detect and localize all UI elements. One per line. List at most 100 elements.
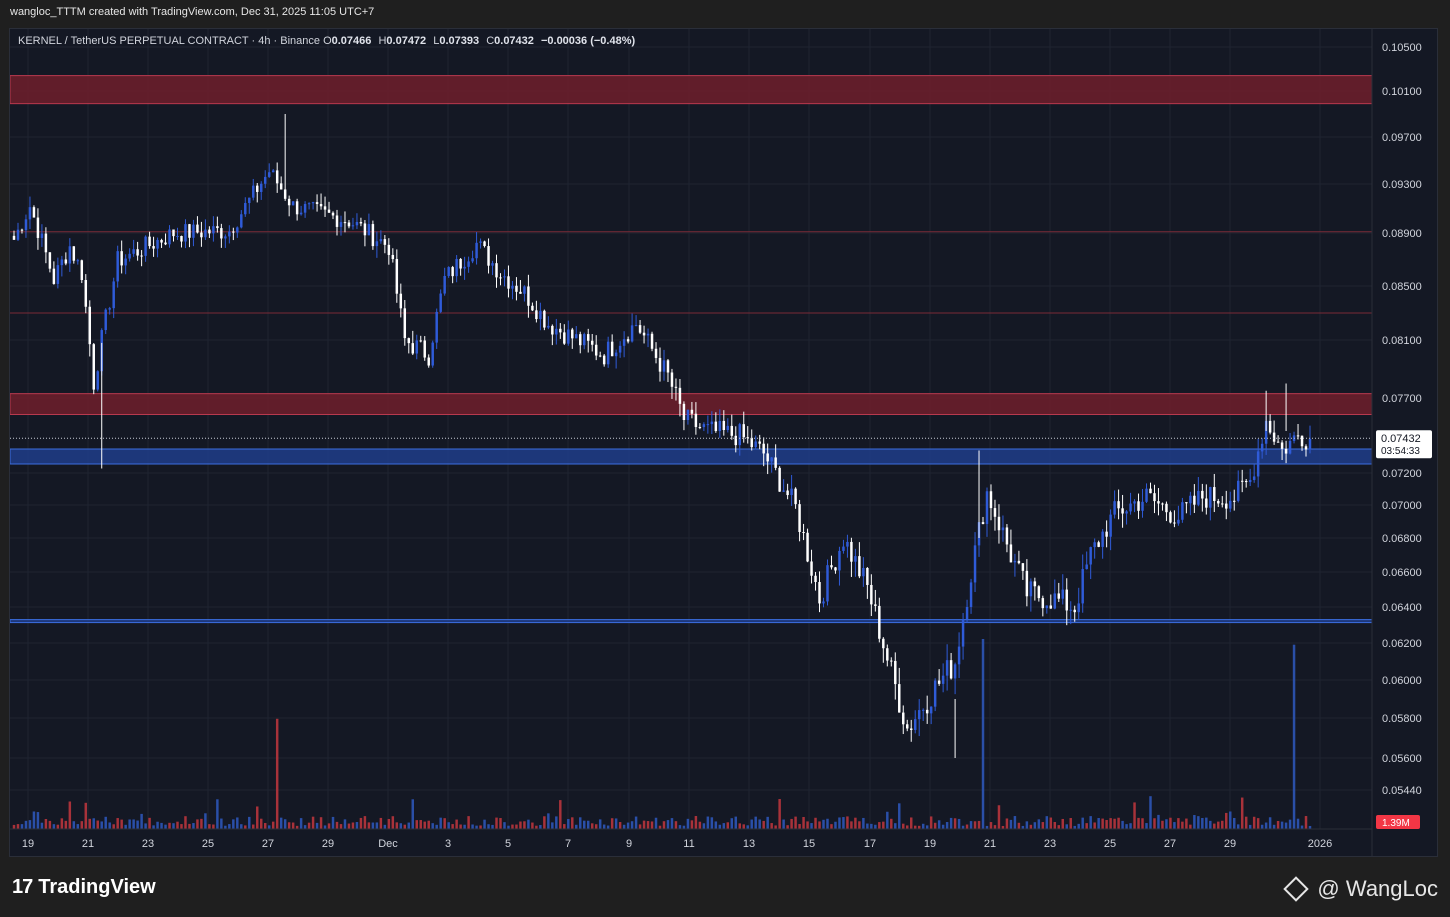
candle	[12, 235, 16, 240]
volume-bar	[742, 824, 745, 829]
volume-bar	[1149, 796, 1152, 829]
volume-bar	[802, 817, 805, 829]
time-tick-label: 29	[1224, 838, 1236, 850]
candle	[1041, 598, 1045, 609]
volume-bar	[1292, 644, 1296, 829]
volume-bar	[36, 812, 40, 829]
volume-bar	[287, 822, 291, 829]
candle	[1001, 527, 1005, 531]
candle	[1133, 501, 1136, 504]
candle	[1173, 522, 1176, 524]
volume-bar	[1260, 824, 1264, 829]
candle	[778, 467, 781, 492]
volume-bar	[447, 822, 450, 829]
price-chart[interactable]: 0.10500 0.10100 0.09700 0.09300 0.08900 0.085…	[10, 29, 1437, 856]
candle	[1221, 503, 1224, 505]
volume-bar	[1069, 818, 1072, 829]
candle	[802, 532, 805, 534]
volume-bar	[200, 818, 203, 829]
volume-badge	[1376, 815, 1420, 829]
candle	[985, 491, 989, 525]
volume-bar	[1097, 818, 1100, 829]
volume-bar	[682, 825, 686, 829]
candle	[395, 259, 399, 294]
candle	[917, 710, 921, 720]
candle	[654, 348, 658, 358]
volume-bar	[28, 820, 32, 829]
volume-bar	[925, 825, 929, 829]
candle	[758, 441, 761, 444]
candle	[694, 413, 698, 428]
volume-bar	[499, 818, 502, 829]
volume-bar	[826, 818, 829, 829]
volume-bar	[64, 820, 68, 829]
volume-bar	[144, 823, 147, 829]
candle	[403, 308, 407, 339]
candle	[28, 207, 32, 220]
volume-bar	[579, 817, 582, 829]
candle	[343, 222, 347, 224]
time-tick-label: 15	[803, 838, 815, 850]
volume-bar	[571, 817, 574, 829]
candle	[164, 242, 167, 245]
volume-bar	[1101, 818, 1104, 829]
candle	[913, 719, 917, 730]
candle	[539, 310, 542, 320]
candle	[598, 355, 602, 357]
price-tick-label: 0.05800	[1382, 713, 1422, 725]
volume-bar	[738, 823, 741, 829]
volume-bar	[1037, 819, 1041, 829]
volume-bar	[44, 819, 48, 829]
symbol-name[interactable]: KERNEL / TetherUS PERPETUAL CONTRACT · 4…	[18, 35, 320, 47]
candle	[471, 258, 474, 262]
volume-bar	[838, 817, 841, 829]
candle	[1300, 435, 1304, 447]
price-tick-label: 0.05600	[1382, 753, 1422, 765]
candle	[391, 254, 395, 260]
candle	[909, 728, 913, 730]
volume-bar	[1025, 821, 1029, 829]
candle	[323, 206, 327, 210]
volume-bar	[68, 801, 72, 829]
volume-bar	[76, 824, 80, 829]
diamond-icon	[1283, 876, 1310, 902]
candle	[925, 709, 929, 714]
candle	[176, 235, 179, 237]
tradingview-logo[interactable]: 17 TradingView	[12, 876, 156, 899]
candle	[1145, 488, 1148, 502]
candle	[124, 258, 127, 266]
volume-bar	[726, 822, 730, 829]
volume-bar	[929, 816, 933, 829]
candle	[1013, 560, 1017, 563]
volume-bar	[674, 821, 678, 829]
price-tick-label: 0.07000	[1382, 500, 1422, 512]
volume-bar	[315, 822, 319, 829]
volume-bar	[1304, 816, 1308, 829]
volume-bar	[551, 822, 554, 829]
volume-bar	[1053, 821, 1057, 829]
author-credit: @ WangLoc	[1283, 876, 1438, 902]
candle	[933, 680, 937, 707]
candle	[531, 305, 534, 311]
time-tick-label: 9	[626, 838, 632, 850]
current-price-badge	[1376, 430, 1432, 459]
volume-bar	[1153, 818, 1156, 829]
volume-bar	[100, 821, 103, 829]
candle	[726, 425, 730, 431]
candle	[1097, 542, 1100, 547]
volume-bar	[670, 818, 674, 829]
volume-bar	[112, 824, 115, 829]
volume-bar	[387, 818, 391, 829]
candle	[1201, 490, 1204, 499]
candle	[1225, 503, 1228, 509]
candle	[579, 334, 582, 346]
chart-frame[interactable]: 0.10500 0.10100 0.09700 0.09300 0.08900 0.085…	[9, 28, 1438, 857]
symbol-legend: KERNEL / TetherUS PERPETUAL CONTRACT · 4…	[18, 35, 639, 47]
volume-bar	[854, 817, 857, 829]
candle	[212, 226, 215, 234]
candle	[973, 545, 977, 583]
volume-bar	[216, 799, 219, 829]
volume-bar	[810, 823, 813, 829]
volume-bar	[898, 803, 901, 829]
volume-bar	[1009, 819, 1013, 829]
